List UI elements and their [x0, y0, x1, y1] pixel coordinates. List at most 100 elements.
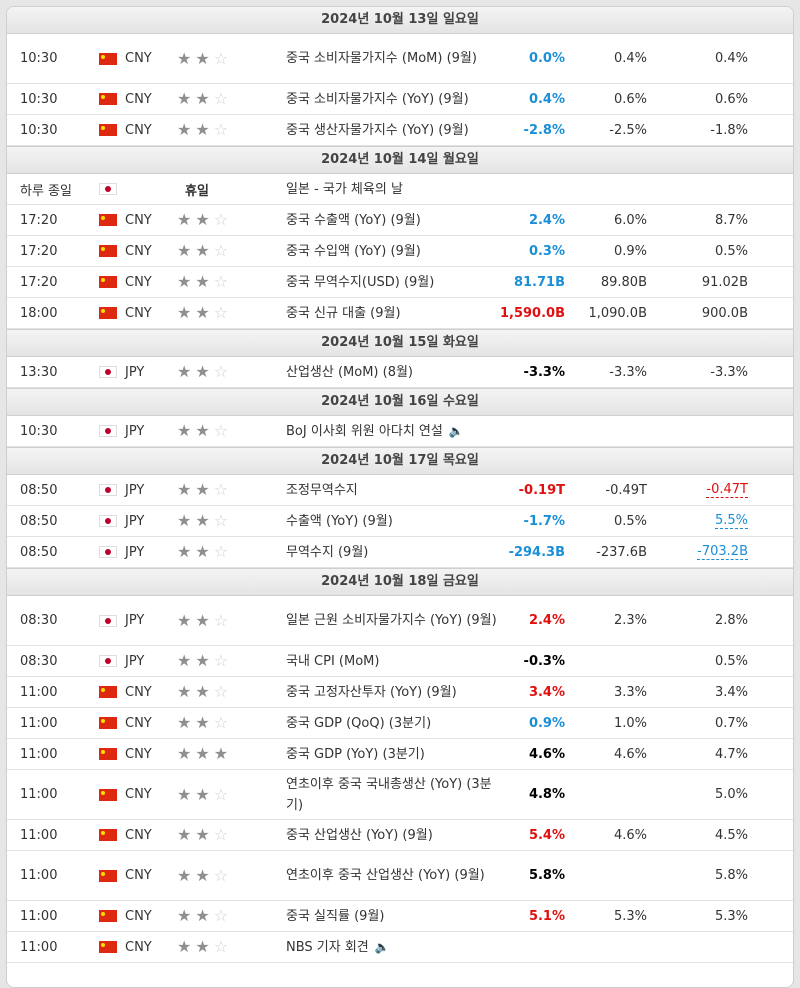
china-flag-icon — [99, 910, 117, 922]
actual-value-text: 0.0% — [528, 51, 565, 66]
previous-value-text: 8.7% — [714, 212, 748, 228]
event-name[interactable]: 수출액 (YoY) (9월) — [286, 506, 501, 536]
star-icon: ★ — [177, 303, 192, 322]
previous-value-text: -1.8% — [710, 122, 748, 138]
event-name[interactable]: 연초이후 중국 산업생산 (YoY) (9월) — [286, 851, 501, 900]
event-time: 08:30 — [20, 653, 58, 669]
event-row[interactable]: 11:00 CNY ★ ★ ☆ NBS 기자 회견 🔈 — [7, 932, 793, 963]
actual-value-text: 5.8% — [528, 868, 565, 883]
star-icon: ☆ — [213, 48, 229, 68]
event-name[interactable]: 중국 무역수지(USD) (9월) — [286, 267, 501, 297]
event-row[interactable]: 11:00 CNY ★ ★ ☆ 중국 실직률 (9월) 5.1% 5.3% 5.3% — [7, 901, 793, 932]
event-row[interactable]: 11:00 CNY ★ ★ ☆ 연초이후 중국 국내총생산 (YoY) (3분기) 4.8%… — [7, 770, 793, 820]
event-name[interactable]: 일본 근원 소비자물가지수 (YoY) (9월) — [286, 596, 501, 645]
event-name[interactable]: 조정무역수지 — [286, 475, 501, 505]
day-header: 2024년 10월 15일 화요일 — [7, 329, 793, 357]
japan-flag-icon — [99, 484, 117, 496]
event-name[interactable]: BoJ 이사회 위원 아다치 연설 🔈 — [286, 416, 501, 446]
event-name-text: 중국 고정자산투자 (YoY) (9월) — [286, 684, 457, 700]
event-name[interactable]: 중국 수입액 (YoY) (9월) — [286, 236, 501, 266]
star-icon: ★ — [195, 713, 210, 732]
event-row[interactable]: 08:30 JPY ★ ★ ☆ 일본 근원 소비자물가지수 (YoY) (9월) 2.4% 2… — [7, 596, 793, 646]
forecast-value: 6.0% — [613, 212, 647, 228]
actual-value: 1,590.0B — [487, 298, 565, 328]
actual-value — [487, 932, 565, 962]
japan-flag-icon — [99, 515, 117, 527]
event-row[interactable]: 08:30 JPY ★ ★ ☆ 국내 CPI (MoM) -0.3% 0.5% — [7, 646, 793, 677]
event-currency: JPY — [99, 416, 179, 446]
event-name[interactable]: 중국 고정자산투자 (YoY) (9월) — [286, 677, 501, 707]
previous-value-text[interactable]: -703.2B — [697, 544, 748, 560]
event-row[interactable]: 11:00 CNY ★ ★ ★ 중국 GDP (YoY) (3분기) 4.6% 4.6% 4.7… — [7, 739, 793, 770]
event-name[interactable]: 중국 GDP (QoQ) (3분기) — [286, 708, 501, 738]
star-icon: ★ — [177, 480, 192, 499]
event-name-text: 무역수지 (9월) — [286, 544, 369, 560]
event-row[interactable]: 11:00 CNY ★ ★ ☆ 중국 산업생산 (YoY) (9월) 5.4% 4.6% 4.5… — [7, 820, 793, 851]
event-name[interactable]: 일본 - 국가 체육의 날 — [286, 174, 501, 204]
event-time: 11:00 — [20, 868, 58, 883]
previous-value: 5.0% — [657, 770, 748, 819]
event-row[interactable]: 17:20 CNY ★ ★ ☆ 중국 수입액 (YoY) (9월) 0.3% 0.9% 0.5% — [7, 236, 793, 267]
event-row[interactable]: 10:30 CNY ★ ★ ☆ 중국 생산자물가지수 (YoY) (9월) -2.8% -2.… — [7, 115, 793, 146]
star-icon: ☆ — [213, 542, 229, 561]
event-currency: CNY — [99, 901, 179, 931]
event-name[interactable]: 중국 수출액 (YoY) (9월) — [286, 205, 501, 235]
event-row[interactable]: 17:20 CNY ★ ★ ☆ 중국 수출액 (YoY) (9월) 2.4% 6.0% 8.7% — [7, 205, 793, 236]
event-name[interactable]: 중국 소비자물가지수 (YoY) (9월) — [286, 84, 501, 114]
event-name[interactable]: 중국 실직률 (9월) — [286, 901, 501, 931]
day-header: 2024년 10월 17일 목요일 — [7, 447, 793, 475]
event-name[interactable]: 중국 신규 대출 (9월) — [286, 298, 501, 328]
forecast-value — [567, 851, 647, 900]
actual-value: -2.8% — [487, 115, 565, 145]
previous-value-text[interactable]: -0.47T — [706, 482, 748, 498]
currency-code: CNY — [125, 827, 152, 843]
japan-flag-icon — [99, 366, 117, 378]
event-row[interactable]: 10:30 CNY ★ ★ ☆ 중국 소비자물가지수 (MoM) (9월) 0.0% 0.4%… — [7, 34, 793, 84]
event-row[interactable]: 11:00 CNY ★ ★ ☆ 중국 고정자산투자 (YoY) (9월) 3.4% 3.3% 3… — [7, 677, 793, 708]
event-name[interactable]: NBS 기자 회견 🔈 — [286, 932, 501, 962]
star-icon: ★ — [195, 511, 210, 530]
currency-code: CNY — [125, 274, 152, 290]
event-time: 10:30 — [20, 423, 58, 439]
event-name-text: 중국 산업생산 (YoY) (9월) — [286, 827, 433, 843]
event-name[interactable]: 중국 소비자물가지수 (MoM) (9월) — [286, 34, 501, 83]
currency-code: CNY — [125, 746, 152, 762]
previous-value: -0.47T — [657, 475, 748, 505]
event-currency: CNY — [99, 298, 179, 328]
actual-value-text: 2.4% — [528, 212, 565, 228]
event-name[interactable]: 국내 CPI (MoM) — [286, 646, 501, 676]
forecast-value: -3.3% — [609, 364, 647, 380]
event-row[interactable]: 10:30 CNY ★ ★ ☆ 중국 소비자물가지수 (YoY) (9월) 0.4% 0.6%… — [7, 84, 793, 115]
event-row[interactable]: 10:30 JPY ★ ★ ☆ BoJ 이사회 위원 아다치 연설 🔈 — [7, 416, 793, 447]
star-icon: ☆ — [213, 210, 229, 229]
event-row[interactable]: 하루 종일 휴일 일본 - 국가 체육의 날 — [7, 174, 793, 205]
event-name[interactable]: 중국 산업생산 (YoY) (9월) — [286, 820, 501, 850]
event-name[interactable]: 중국 GDP (YoY) (3분기) — [286, 739, 501, 769]
event-row[interactable]: 18:00 CNY ★ ★ ☆ 중국 신규 대출 (9월) 1,590.0B 1,090.0B… — [7, 298, 793, 329]
china-flag-icon — [99, 214, 117, 226]
event-row[interactable]: 08:50 JPY ★ ★ ☆ 조정무역수지 -0.19T -0.49T -0.47T — [7, 475, 793, 506]
previous-value-text[interactable]: 5.5% — [714, 513, 748, 529]
event-name[interactable]: 무역수지 (9월) — [286, 537, 501, 567]
event-row[interactable]: 08:50 JPY ★ ★ ☆ 무역수지 (9월) -294.3B -237.6B -703.2… — [7, 537, 793, 568]
star-icon: ★ — [177, 421, 192, 440]
star-icon: ★ — [177, 610, 192, 630]
event-name[interactable]: 연초이후 중국 국내총생산 (YoY) (3분기) — [286, 770, 501, 819]
previous-value — [657, 932, 748, 962]
event-row[interactable]: 11:00 CNY ★ ★ ☆ 연초이후 중국 산업생산 (YoY) (9월) 5.8% 5.… — [7, 851, 793, 901]
importance-rating: ★ ★ ☆ — [177, 115, 277, 145]
event-row[interactable]: 08:50 JPY ★ ★ ☆ 수출액 (YoY) (9월) -1.7% 0.5% 5.5% — [7, 506, 793, 537]
event-row[interactable]: 11:00 CNY ★ ★ ☆ 중국 GDP (QoQ) (3분기) 0.9% 1.0% 0.7… — [7, 708, 793, 739]
previous-value-text: 5.0% — [714, 787, 748, 802]
event-row[interactable]: 13:30 JPY ★ ★ ☆ 산업생산 (MoM) (8월) -3.3% -3.3% -3.3… — [7, 357, 793, 388]
star-icon: ★ — [177, 937, 192, 956]
event-name[interactable]: 산업생산 (MoM) (8월) — [286, 357, 501, 387]
event-name[interactable]: 중국 생산자물가지수 (YoY) (9월) — [286, 115, 501, 145]
event-time: 11:00 — [20, 939, 58, 955]
event-row[interactable]: 17:20 CNY ★ ★ ☆ 중국 무역수지(USD) (9월) 81.71B 89.80B… — [7, 267, 793, 298]
star-icon: ★ — [195, 421, 210, 440]
previous-value: 900.0B — [657, 298, 748, 328]
star-icon: ☆ — [213, 610, 229, 630]
star-icon: ★ — [177, 241, 192, 260]
forecast-value: 1,090.0B — [588, 305, 647, 321]
